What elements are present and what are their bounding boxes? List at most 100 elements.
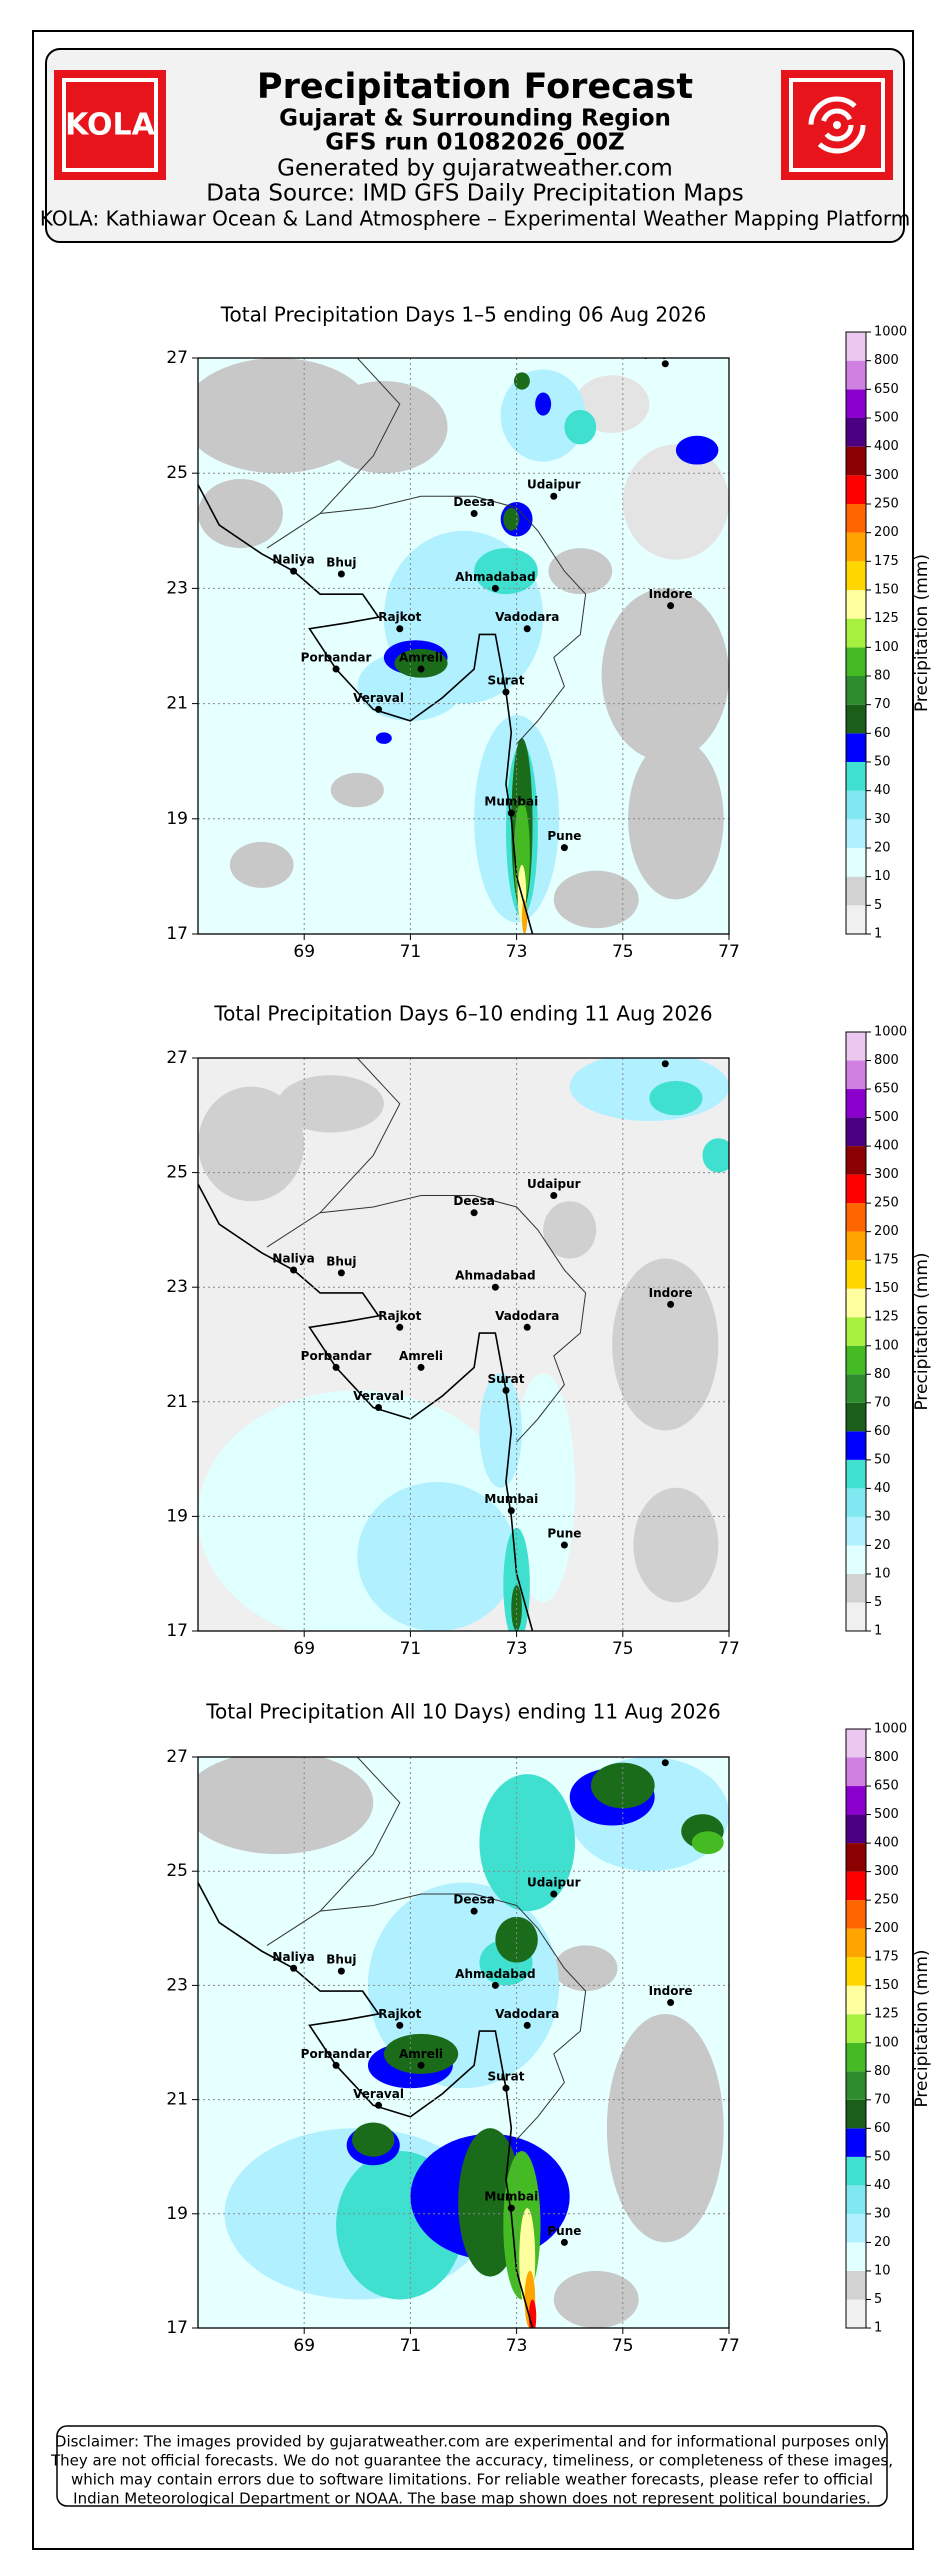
city-label: Naliya [272,1950,314,1964]
colorbar-tick-label: 80 [874,1367,891,1382]
precip-patch [394,648,448,678]
city-marker [470,1907,478,1915]
colorbar-tick-label: 60 [874,2121,891,2136]
map-title: Total Precipitation Days 6–10 ending 11 … [213,1002,712,1026]
city-marker [550,1192,558,1200]
colorbar-segment [846,2156,866,2186]
colorbar-tick-label: 1000 [874,1722,907,1737]
map-area: Jaipur Udaipur Deesa Naliya Bhuj Ahmadabad Ind… [198,1058,729,1631]
colorbar-segment [846,733,866,762]
colorbar-segment [846,1985,866,2015]
colorbar-tick-label: 125 [874,2007,899,2022]
colorbar-segment [846,1928,866,1958]
city-marker [337,1967,345,1975]
icon-swirl-inner [820,108,854,142]
city-label: Porbandar [301,651,372,665]
colorbar-tick-label: 5 [874,898,882,913]
colorbar-segment [846,790,866,820]
city-marker [491,584,499,592]
colorbar-tick-label: 20 [874,1538,891,1553]
x-tick-label: 75 [612,1639,634,1659]
precip-patch [383,2033,459,2074]
city-marker [507,809,515,817]
colorbar-segment [846,1117,866,1147]
y-tick-label: 23 [166,578,188,598]
city-label: Bhuj [326,556,356,570]
colorbar-tick-label: 40 [874,1481,891,1496]
precip-patch [649,1080,703,1116]
city-label: Vadodara [495,1309,559,1323]
y-tick-label: 21 [166,694,188,714]
disclaimer-line: which may contain errors due to software… [71,2471,873,2489]
precip-patch [375,732,392,744]
city-marker [667,1999,675,2007]
city-label: Surat [488,674,525,688]
y-tick-label: 19 [166,809,188,829]
colorbar-segment [846,1231,866,1261]
colorbar-tick-label: 80 [874,2064,891,2079]
icon-swirl-outer [808,96,866,154]
city-marker [523,2021,531,2029]
y-tick-label: 17 [166,1621,188,1641]
city-marker [661,360,669,368]
colorbar-tick-label: 650 [874,1779,899,1794]
x-tick-label: 73 [506,942,528,962]
header-title: Precipitation Forecast [257,67,693,107]
colorbar-segment [846,1146,866,1175]
colorbar-segment [846,2128,866,2157]
precip-patch [479,1373,522,1488]
header-line: Generated by gujaratweather.com [277,156,673,182]
colorbar-tick-label: 70 [874,2092,891,2107]
colorbar-segment [846,1402,866,1432]
precip-patch [474,548,538,595]
colorbar-segment [846,1317,866,1346]
colorbar-segment [846,1545,866,1574]
city-label: Amreli [399,651,443,665]
city-marker [560,1541,568,1549]
colorbar-tick-label: 125 [874,611,899,626]
x-tick-label: 69 [293,942,315,962]
colorbar-tick-label: 300 [874,468,899,483]
axes-frame [197,1756,730,2329]
city-marker [491,1283,499,1291]
city-marker [396,2021,404,2029]
colorbar-tick-label: 200 [874,525,899,540]
y-tick-label: 19 [166,2204,188,2224]
colorbar-tick-label: 5 [874,2292,882,2307]
colorbar-tick-label: 250 [874,1893,899,1908]
precip-patch [198,478,283,549]
colorbar-segment [846,2071,866,2100]
colorbar-tick-label: 800 [874,353,899,368]
logo-text: KOLA [65,108,156,143]
colorbar-segment [846,389,866,418]
precip-patch [569,1058,729,1122]
colorbar-segment [846,1757,866,1787]
city-label: Indore [649,1984,693,1998]
city-marker [417,665,425,673]
city-label: Rajkot [378,2007,421,2021]
colorbar-segment [846,905,866,934]
city-label: Veraval [353,2087,404,2101]
city-label: Udaipur [527,478,581,492]
colorbar-tick-label: 250 [874,1196,899,1211]
colorbar-segment [846,475,866,504]
city-label: Udaipur [527,1876,581,1890]
city-marker [550,492,558,500]
colorbar-tick-label: 200 [874,1224,899,1239]
city-marker [560,844,568,852]
city-label: Jaipur [644,345,685,359]
city-label: Surat [488,2070,525,2084]
colorbar-label: Precipitation (mm) [912,554,932,712]
city-marker [290,1964,298,1972]
axes-frame [197,357,730,935]
city-marker [523,1323,531,1331]
colorbar-segment [846,504,866,533]
colorbar-tick-label: 5 [874,1595,882,1610]
page-frame [32,30,914,2550]
precip-patch [702,1138,729,1173]
colorbar-segment [846,1786,866,1815]
x-tick-label: 73 [506,2336,528,2356]
colorbar-tick-label: 1 [874,1624,882,1639]
colorbar-tick-label: 800 [874,1053,899,1068]
